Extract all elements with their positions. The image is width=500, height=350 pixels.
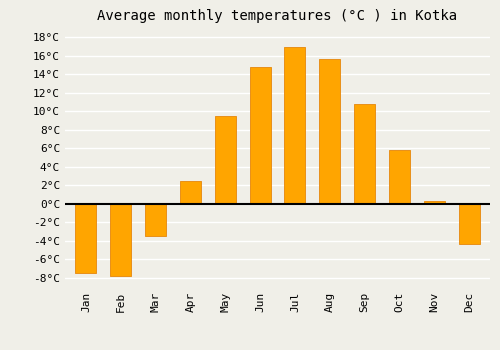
Bar (180, 181, 201, 204)
Bar (145, 204, 166, 236)
Bar (320, 58, 340, 204)
Bar (110, 204, 131, 276)
Bar (458, 204, 479, 244)
Bar (215, 116, 236, 204)
Bar (424, 201, 444, 204)
Bar (354, 104, 375, 204)
Bar (250, 67, 270, 204)
Bar (76, 204, 96, 273)
Bar (389, 150, 410, 204)
Title: Average monthly temperatures (°C ) in Kotka: Average monthly temperatures (°C ) in Ko… (98, 9, 458, 23)
Bar (284, 47, 306, 204)
